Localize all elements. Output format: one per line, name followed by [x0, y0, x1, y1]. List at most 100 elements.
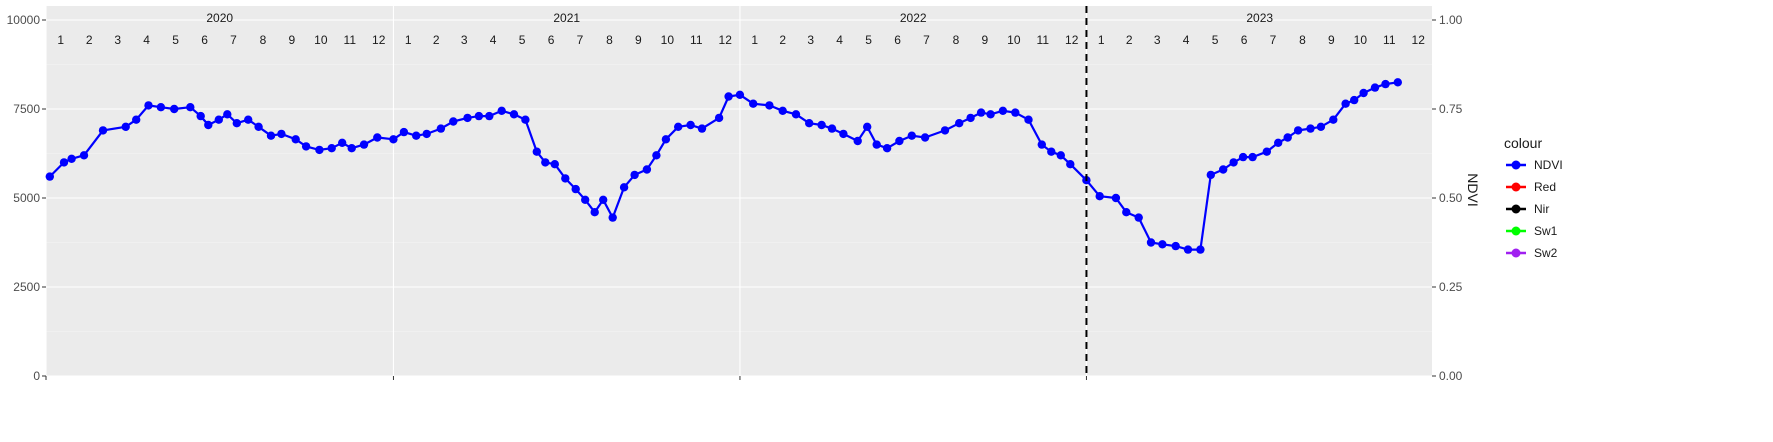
x-axis — [45, 376, 1087, 380]
data-point — [1024, 115, 1033, 124]
left-y-axis: 0 2500 5000 7500 10000 — [7, 13, 46, 383]
data-point — [872, 140, 881, 149]
data-point — [338, 138, 347, 147]
month-label: 1 — [751, 33, 758, 47]
legend-label: Nir — [1534, 202, 1549, 216]
series-layer — [45, 78, 1403, 254]
data-point — [1111, 193, 1121, 203]
month-label: 11 — [1037, 33, 1050, 47]
legend-label: Red — [1534, 180, 1556, 194]
data-point — [1183, 245, 1193, 254]
month-label: 7 — [230, 33, 237, 47]
data-point — [59, 158, 69, 167]
data-point — [895, 136, 904, 146]
month-label: 4 — [143, 33, 150, 47]
legend-key-point — [1511, 204, 1521, 214]
legend-key-point — [1511, 182, 1521, 192]
data-point — [232, 119, 241, 128]
month-label: 10 — [314, 33, 328, 47]
data-point — [1283, 133, 1292, 142]
month-label: 11 — [1383, 33, 1396, 47]
data-point — [315, 145, 324, 155]
data-point — [1066, 160, 1075, 169]
data-point — [214, 115, 223, 124]
data-point — [449, 117, 458, 126]
legend-title: colour — [1504, 135, 1542, 151]
data-point — [686, 120, 695, 130]
data-point — [422, 129, 431, 139]
data-point — [599, 195, 608, 204]
data-point — [1316, 122, 1326, 131]
data-point — [735, 90, 745, 100]
month-label: 3 — [1154, 33, 1161, 47]
data-point — [532, 147, 541, 156]
data-point — [1134, 213, 1143, 222]
data-point — [791, 110, 801, 119]
plot-panel — [46, 6, 1432, 376]
data-point — [144, 101, 153, 110]
month-label: 9 — [289, 33, 296, 47]
legend-key-point — [1511, 160, 1521, 170]
data-point — [1011, 108, 1020, 117]
legend-items: NDVI Red Nir Sw1 Sw2 — [1506, 158, 1563, 260]
month-label: 11 — [690, 33, 703, 47]
data-point — [1056, 151, 1066, 160]
data-point — [1158, 240, 1167, 249]
month-label: 10 — [1007, 33, 1021, 47]
month-label: 4 — [490, 33, 497, 47]
data-point — [619, 183, 629, 192]
month-label: 10 — [1354, 33, 1368, 47]
data-point — [373, 133, 382, 142]
data-point — [541, 158, 550, 167]
data-point — [1381, 79, 1390, 89]
data-point — [1171, 241, 1180, 251]
data-point — [805, 119, 814, 128]
data-point — [749, 99, 758, 108]
y2-tick-label: 1.00 — [1439, 13, 1463, 27]
month-label: 12 — [372, 33, 386, 47]
data-point — [724, 92, 733, 101]
year-label: 2021 — [553, 11, 580, 25]
legend-key-point — [1511, 248, 1521, 258]
month-label: 5 — [172, 33, 179, 47]
month-label: 6 — [894, 33, 901, 47]
data-point — [347, 144, 356, 153]
data-point — [223, 110, 232, 119]
data-point — [940, 126, 950, 135]
data-point — [853, 136, 862, 146]
data-point — [436, 124, 446, 133]
legend-item-sw1: Sw1 — [1506, 224, 1558, 238]
data-point — [561, 174, 570, 183]
data-point — [196, 111, 205, 121]
data-point — [327, 144, 336, 153]
data-point — [571, 184, 580, 194]
month-label: 2 — [433, 33, 440, 47]
data-point — [817, 120, 826, 130]
data-point — [976, 108, 986, 117]
data-point — [463, 113, 472, 123]
data-point — [998, 106, 1008, 116]
data-point — [1196, 245, 1205, 254]
month-label: 7 — [923, 33, 930, 47]
data-point — [1229, 158, 1238, 167]
month-label: 5 — [1212, 33, 1219, 47]
month-label: 3 — [114, 33, 121, 47]
data-point — [509, 110, 519, 119]
month-label: 1 — [1098, 33, 1105, 47]
month-label: 2 — [779, 33, 786, 47]
data-point — [204, 120, 213, 130]
y2-tick-label: 0.25 — [1439, 280, 1463, 294]
data-point — [121, 122, 130, 131]
month-label: 1 — [405, 33, 412, 47]
month-label: 5 — [519, 33, 526, 47]
month-label: 8 — [1299, 33, 1306, 47]
data-point — [1393, 78, 1403, 87]
y-tick-label: 7500 — [13, 102, 40, 116]
data-point — [661, 135, 671, 144]
month-label: 7 — [577, 33, 584, 47]
data-point — [412, 131, 421, 140]
series-ndvi — [45, 78, 1403, 254]
data-point — [1122, 208, 1131, 217]
data-point — [132, 115, 141, 124]
